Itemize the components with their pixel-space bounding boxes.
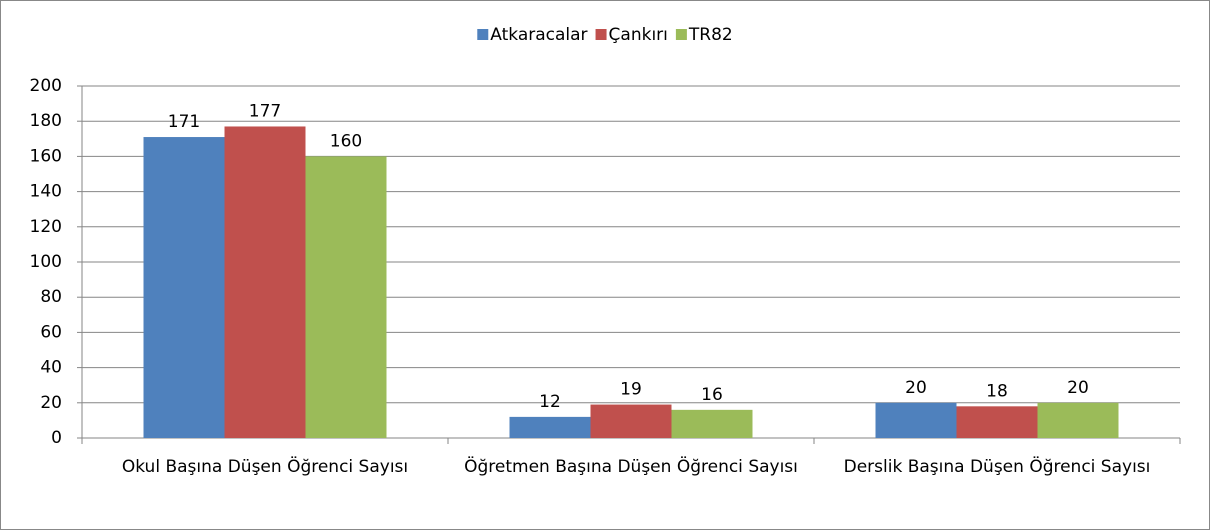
bar xyxy=(224,126,306,438)
legend-label: TR82 xyxy=(688,25,733,45)
x-tick-label: Okul Başına Düşen Öğrenci Sayısı xyxy=(121,457,409,477)
bar xyxy=(1037,402,1119,438)
y-tick-label: 120 xyxy=(30,217,62,237)
y-tick-label: 60 xyxy=(40,322,62,342)
bar xyxy=(509,416,591,438)
data-label: 18 xyxy=(986,381,1008,401)
bar xyxy=(305,156,387,438)
bar xyxy=(143,137,225,439)
y-tick-label: 80 xyxy=(40,287,62,307)
data-label: 171 xyxy=(168,112,200,132)
legend-swatch xyxy=(477,29,489,40)
legend-label: Atkaracalar xyxy=(490,25,587,45)
y-tick-label: 140 xyxy=(30,182,62,202)
data-label: 19 xyxy=(620,380,642,400)
y-tick-label: 180 xyxy=(30,111,62,131)
bar xyxy=(671,409,753,438)
y-tick-label: 160 xyxy=(30,146,62,166)
y-tick-label: 20 xyxy=(40,393,62,413)
legend-swatch xyxy=(595,29,607,40)
y-tick-label: 100 xyxy=(30,252,62,272)
y-tick-label: 40 xyxy=(40,358,62,378)
legend-label: Çankırı xyxy=(609,25,668,45)
data-label: 177 xyxy=(249,101,281,121)
data-label: 160 xyxy=(330,131,362,151)
legend-swatch xyxy=(675,29,687,40)
data-label: 20 xyxy=(1067,378,1089,398)
y-tick-label: 200 xyxy=(30,76,62,96)
x-tick-label: Derslik Başına Düşen Öğrenci Sayısı xyxy=(843,457,1151,477)
bar xyxy=(956,406,1038,438)
data-label: 16 xyxy=(701,385,723,405)
y-tick-label: 0 xyxy=(51,428,62,448)
x-tick-label: Öğretmen Başına Düşen Öğrenci Sayısı xyxy=(464,457,798,477)
data-label: 12 xyxy=(539,392,561,412)
data-label: 20 xyxy=(905,378,927,398)
bar xyxy=(590,404,672,438)
bar xyxy=(875,402,957,438)
